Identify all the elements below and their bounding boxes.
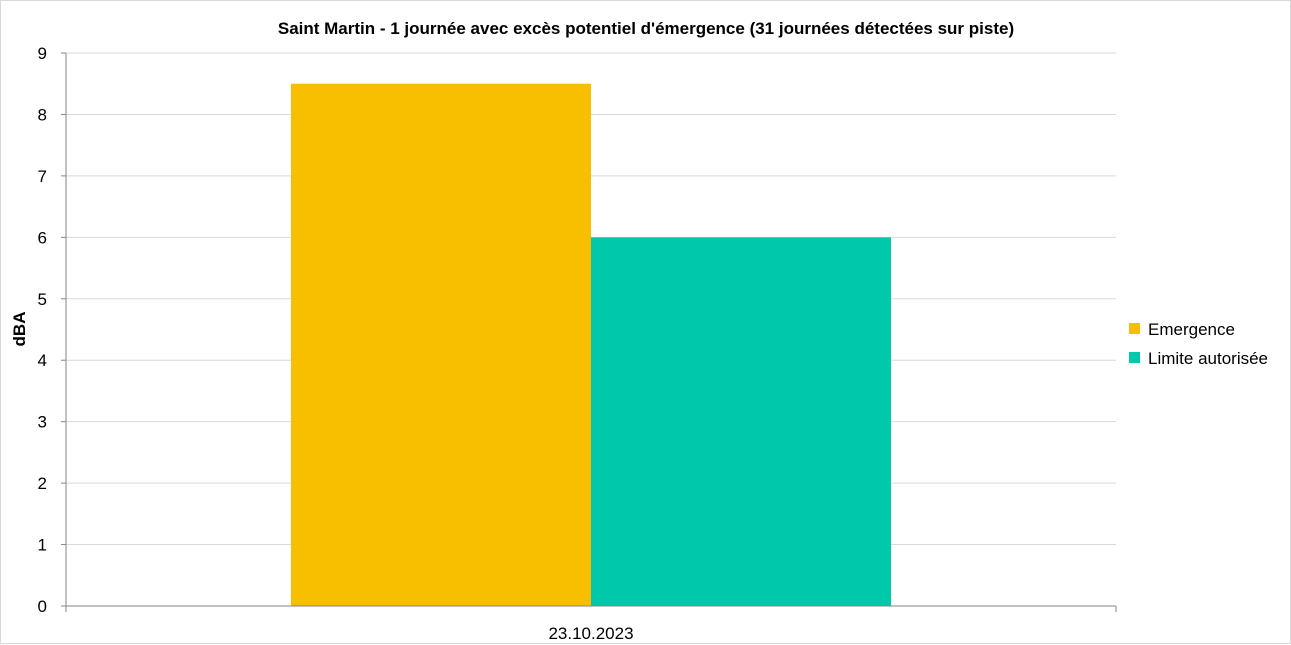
chart-title: Saint Martin - 1 journée avec excès pote…	[278, 19, 1014, 38]
y-axis-title: dBA	[10, 312, 29, 347]
y-tick-label: 4	[38, 351, 47, 370]
legend-swatch	[1129, 323, 1140, 334]
legend-label: Limite autorisée	[1148, 349, 1268, 368]
y-tick-label: 3	[38, 413, 47, 432]
y-tick-label: 2	[38, 474, 47, 493]
x-axis-ticks: 23.10.2023	[65, 606, 1117, 643]
y-tick-label: 6	[38, 228, 47, 247]
legend-label: Emergence	[1148, 320, 1235, 339]
x-tick-label: 23.10.2023	[548, 624, 633, 643]
bar-emergence	[291, 83, 591, 606]
y-axis-ticks: 0 1 2 3 4 5 6 7 8 9	[38, 44, 66, 616]
y-tick-label: 9	[38, 44, 47, 63]
y-tick-label: 0	[38, 597, 47, 616]
bar-limite-autoris-e	[591, 237, 891, 607]
y-tick-label: 1	[38, 536, 47, 555]
bars	[291, 83, 891, 607]
legend: Emergence Limite autorisée	[1129, 320, 1268, 368]
axes	[65, 53, 1116, 607]
legend-swatch	[1129, 352, 1140, 363]
y-tick-label: 5	[38, 290, 47, 309]
y-tick-label: 7	[38, 167, 47, 186]
y-tick-label: 8	[38, 105, 47, 124]
